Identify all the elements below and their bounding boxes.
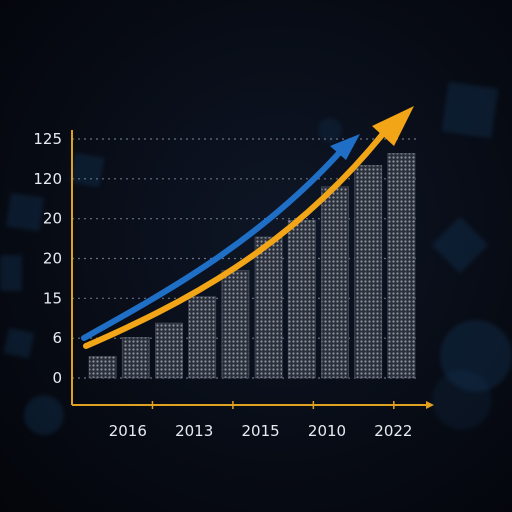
x-tick-label: 2010 <box>308 422 346 440</box>
bars <box>88 153 416 379</box>
background-shape <box>318 118 342 142</box>
trend-arrowhead-orange <box>372 106 414 146</box>
bar <box>88 356 117 379</box>
x-axis-arrowhead <box>426 401 434 409</box>
y-tick-label: 20 <box>43 250 62 268</box>
trend-arrows <box>81 106 414 349</box>
x-tick-label: 2013 <box>175 422 213 440</box>
bar <box>155 322 183 379</box>
trend-arrow-orange <box>83 127 389 349</box>
y-tick-label: 20 <box>43 210 62 228</box>
background-shape <box>440 320 512 392</box>
x-tick-label: 2022 <box>374 422 412 440</box>
background-shape <box>0 255 22 291</box>
bar <box>287 219 316 379</box>
x-tick-labels: 2016 2013 2015 2010 2022 <box>109 422 413 440</box>
y-tick-label: 120 <box>33 170 62 188</box>
bar <box>121 337 150 379</box>
y-tick-label: 15 <box>43 289 62 307</box>
y-tick-label: 0 <box>52 369 62 387</box>
y-tick-labels: 0 6 15 20 20 120 125 <box>33 130 62 387</box>
bar <box>221 270 250 379</box>
trend-arrowhead-blue <box>330 134 360 160</box>
bar <box>321 186 349 379</box>
background-shape <box>432 370 492 430</box>
x-tick-label: 2016 <box>109 422 147 440</box>
bar <box>354 164 383 379</box>
y-tick-label: 6 <box>52 329 62 347</box>
axes <box>71 130 434 409</box>
background-shape <box>24 395 64 435</box>
bar <box>387 153 416 379</box>
bar <box>254 236 283 379</box>
y-tick-label: 125 <box>33 130 62 148</box>
x-tick-label: 2015 <box>242 422 280 440</box>
bar <box>188 296 217 379</box>
trend-arrow-blue <box>81 149 343 341</box>
